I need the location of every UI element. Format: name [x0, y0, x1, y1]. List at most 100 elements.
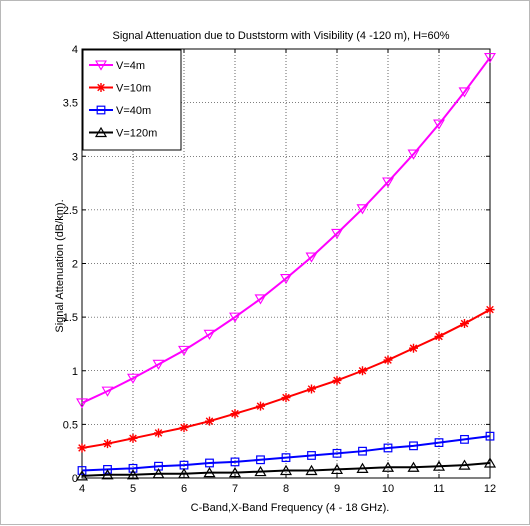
series-v-120m	[75, 457, 497, 481]
x-tick-label: 9	[334, 483, 340, 495]
data-point	[103, 439, 112, 449]
y-axis-label: Signal Attenuation (dB/km).	[54, 199, 66, 332]
y-tick-label: 0	[72, 473, 78, 485]
legend-item: V=40m	[89, 105, 151, 117]
data-point	[331, 228, 343, 240]
data-point	[281, 453, 291, 463]
data-point	[127, 373, 139, 384]
data-point	[203, 466, 216, 478]
legend-label: V=40m	[116, 105, 151, 117]
y-tick-label: 4	[72, 44, 78, 56]
data-point	[279, 464, 293, 476]
data-point	[409, 441, 418, 451]
data-point	[485, 431, 495, 441]
data-point	[205, 458, 214, 468]
data-point	[77, 466, 87, 475]
plot-area: 4 5 6 7 8 9 10 11 1200.511.522.533.54V=4mV=10mV=…	[63, 44, 496, 495]
legend-marker	[94, 126, 108, 138]
x-tick-label: 12	[484, 483, 496, 495]
data-point	[356, 462, 369, 473]
data-point	[407, 461, 420, 472]
data-point	[228, 466, 242, 478]
data-point	[101, 386, 114, 397]
data-point	[254, 294, 267, 305]
data-point	[178, 345, 190, 356]
data-point	[460, 434, 469, 444]
data-point	[154, 428, 163, 438]
legend-label: V=10m	[116, 83, 151, 95]
data-point	[460, 319, 469, 329]
data-point	[75, 470, 89, 481]
data-point	[358, 446, 367, 456]
data-point	[256, 455, 265, 465]
series-v-4m	[76, 53, 496, 409]
legend: V=4m V=10m V=40m V=120m	[82, 49, 182, 151]
data-point	[280, 273, 292, 285]
data-point	[434, 438, 444, 448]
series-line	[81, 435, 491, 472]
data-point	[434, 331, 444, 341]
data-point	[179, 423, 189, 433]
data-point	[152, 468, 165, 479]
data-point	[356, 204, 369, 215]
data-point	[103, 465, 112, 474]
series-line	[81, 56, 491, 404]
y-tick-label: 3	[72, 151, 78, 163]
y-tick-label: 3.5	[63, 98, 78, 110]
legend-item: V=10m	[89, 83, 151, 95]
data-point	[177, 468, 191, 479]
data-point	[101, 469, 114, 480]
data-point	[383, 443, 393, 453]
data-point	[383, 355, 393, 365]
data-point	[409, 343, 418, 353]
legend-item: V=4m	[89, 60, 145, 72]
x-tick-label: 10	[382, 483, 394, 495]
data-point	[332, 448, 342, 458]
x-tick-label: 11	[433, 483, 444, 495]
y-tick-label: 2	[72, 259, 78, 271]
data-point	[152, 359, 165, 370]
y-tick-label: 0.5	[63, 419, 78, 431]
legend-label: V=120m	[116, 128, 157, 140]
x-axis-label: C-Band,X-Band Frequency (4 - 18 GHz).	[191, 502, 390, 514]
data-point	[256, 401, 265, 411]
x-tick-label: 4	[79, 483, 85, 495]
data-point	[305, 252, 318, 263]
data-point	[230, 409, 240, 419]
legend-marker	[96, 105, 106, 115]
data-point	[126, 469, 140, 480]
data-point	[382, 177, 394, 188]
data-point	[281, 393, 291, 403]
data-point	[203, 329, 216, 340]
x-tick-label: 8	[283, 483, 289, 495]
data-point	[307, 451, 316, 460]
data-point	[458, 87, 471, 98]
y-tick-label: 1.5	[63, 312, 78, 324]
data-point	[205, 416, 214, 426]
series-line	[81, 461, 491, 477]
data-point	[230, 457, 240, 467]
data-point	[128, 433, 138, 443]
data-point	[330, 463, 344, 475]
data-point	[407, 149, 420, 160]
data-point	[128, 463, 138, 473]
legend-item: V=120m	[89, 126, 157, 140]
legend-label: V=4m	[116, 60, 145, 72]
x-tick-label: 7	[232, 483, 238, 495]
data-point	[305, 464, 318, 476]
data-point	[358, 366, 367, 376]
x-tick-label: 6	[181, 483, 187, 495]
series-v-10m	[77, 305, 495, 453]
data-point	[432, 460, 446, 471]
data-point	[485, 305, 495, 315]
data-point	[433, 119, 445, 130]
data-point	[484, 53, 496, 64]
data-point	[307, 384, 316, 394]
data-point	[381, 461, 395, 472]
data-point	[483, 457, 497, 468]
y-tick-label: 2.5	[63, 205, 78, 217]
data-point	[458, 459, 471, 470]
legend-marker	[96, 83, 106, 92]
